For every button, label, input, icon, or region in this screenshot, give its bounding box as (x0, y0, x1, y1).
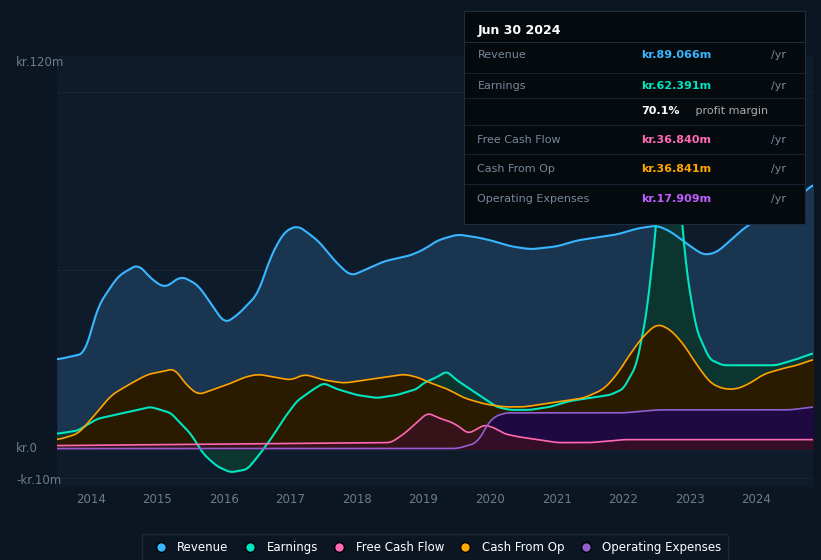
Text: kr.89.066m: kr.89.066m (641, 49, 711, 59)
Legend: Revenue, Earnings, Free Cash Flow, Cash From Op, Operating Expenses: Revenue, Earnings, Free Cash Flow, Cash … (142, 534, 728, 560)
Text: kr.36.840m: kr.36.840m (641, 134, 711, 144)
Text: kr.120m: kr.120m (16, 56, 64, 69)
Text: 70.1%: 70.1% (641, 106, 680, 116)
Text: Cash From Op: Cash From Op (478, 165, 555, 174)
Text: /yr: /yr (770, 194, 786, 204)
Text: Jun 30 2024: Jun 30 2024 (478, 24, 561, 37)
Text: /yr: /yr (770, 49, 786, 59)
Text: Earnings: Earnings (478, 81, 526, 91)
Text: -kr.10m: -kr.10m (16, 474, 62, 487)
Text: /yr: /yr (770, 81, 786, 91)
Text: /yr: /yr (770, 165, 786, 174)
Text: Free Cash Flow: Free Cash Flow (478, 134, 561, 144)
Text: profit margin: profit margin (692, 106, 768, 116)
Text: Revenue: Revenue (478, 49, 526, 59)
Text: Operating Expenses: Operating Expenses (478, 194, 589, 204)
Text: /yr: /yr (770, 134, 786, 144)
Text: kr.62.391m: kr.62.391m (641, 81, 711, 91)
Text: kr.17.909m: kr.17.909m (641, 194, 711, 204)
Text: kr.36.841m: kr.36.841m (641, 165, 711, 174)
Text: kr.0: kr.0 (16, 442, 38, 455)
